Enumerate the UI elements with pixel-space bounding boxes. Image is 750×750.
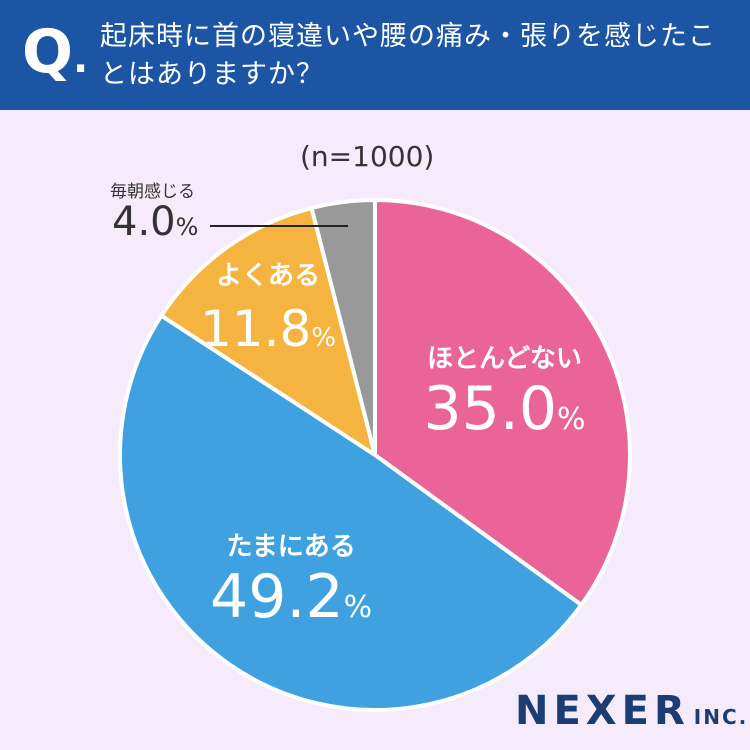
question-mark: Q. — [22, 17, 89, 87]
sample-size: (n=1000) — [300, 140, 435, 173]
nexer-logo: NEXER INC. — [515, 688, 749, 734]
slice-yoku-label: よくある — [216, 261, 320, 291]
slice-value-mainichi: 4.0% — [112, 199, 199, 245]
slice-tamani-value: 49.2% — [210, 562, 372, 632]
slice-yoku-value: 11.8% — [200, 300, 336, 358]
slice-mainichi — [309, 198, 377, 457]
pie-slices — [118, 198, 632, 712]
slice-hotondo-label: ほとんどない — [427, 344, 582, 374]
slice-yoku — [159, 206, 377, 457]
question-header: Q. 起床時に首の寝違いや腰の痛み・張りを感じたことはありますか？ — [0, 0, 750, 110]
slice-hotondo — [373, 198, 632, 607]
slice-hotondo-value: 35.0% — [423, 374, 585, 444]
slice-tamani — [118, 313, 584, 712]
question-text: 起床時に首の寝違いや腰の痛み・張りを感じたことはありますか？ — [100, 21, 716, 90]
slice-label-mainichi: 毎朝感じる — [110, 182, 195, 202]
slice-tamani-label: たまにある — [226, 532, 355, 562]
